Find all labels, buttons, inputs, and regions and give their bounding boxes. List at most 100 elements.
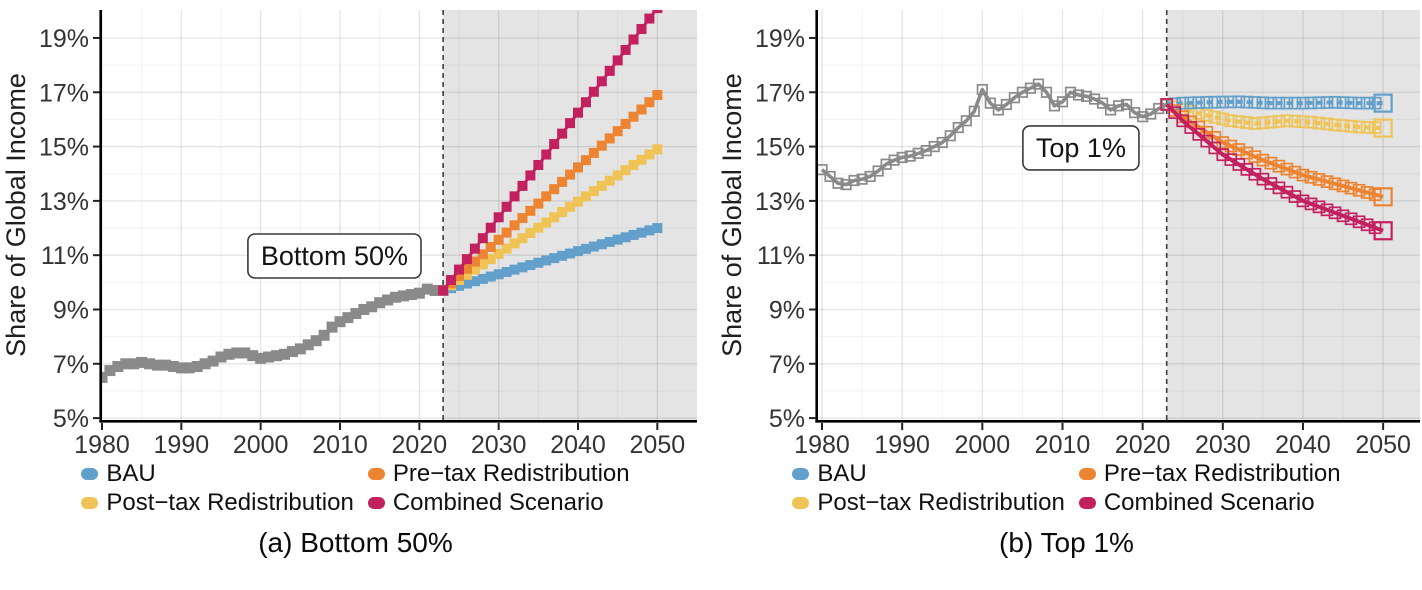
- series-marker: [533, 159, 544, 170]
- series-marker: [318, 329, 330, 341]
- series-marker: [509, 220, 520, 231]
- series-post-tax-redistribution: [1160, 98, 1393, 138]
- x-axis-tick-label: 2050: [630, 431, 686, 456]
- series-marker: [960, 115, 972, 127]
- series-marker: [517, 180, 528, 191]
- x-axis-tick-label: 1980: [74, 431, 130, 456]
- series-marker: [1032, 78, 1045, 90]
- series-marker: [620, 118, 631, 129]
- series-marker: [263, 351, 275, 363]
- series-combined-scenario: [1160, 98, 1393, 241]
- legend-label: Combined Scenario: [392, 488, 604, 516]
- legend-swatch: [792, 496, 810, 509]
- series-end-marker: [1373, 221, 1393, 241]
- series-marker: [509, 238, 520, 249]
- series-marker: [1121, 98, 1133, 111]
- series-marker: [644, 225, 655, 236]
- panel-top1: 5% 7% 9% 11% 13% 15% 17% 19% 1980 1990 2000 2010 202…: [717, 10, 1420, 456]
- series-marker: [1320, 203, 1334, 217]
- series-line: [1166, 102, 1384, 131]
- x-axis-tick-label: 2010: [1035, 431, 1091, 456]
- series-marker: [1264, 156, 1278, 170]
- annotation-text: Top 1%: [1036, 133, 1126, 163]
- series-marker: [485, 242, 496, 253]
- series-marker: [1208, 141, 1222, 155]
- series-marker: [573, 196, 583, 207]
- series-marker: [461, 263, 472, 274]
- series-marker: [167, 361, 179, 373]
- x-axis-tick-label: 1990: [874, 431, 930, 456]
- series-marker: [102, 371, 108, 383]
- series-marker: [1248, 117, 1262, 130]
- series-marker: [1232, 115, 1246, 129]
- series-combined-scenario: [438, 10, 663, 296]
- series-marker: [310, 335, 322, 347]
- series-marker: [580, 191, 591, 202]
- series-marker: [1280, 185, 1294, 199]
- series-marker: [1176, 114, 1190, 128]
- x-axis-tick-label: 2010: [312, 431, 368, 456]
- series-marker: [573, 162, 583, 173]
- series-marker: [247, 350, 259, 362]
- series-marker: [1328, 118, 1342, 132]
- series-marker: [1264, 177, 1278, 190]
- series-marker: [461, 269, 472, 280]
- series-marker: [604, 65, 615, 76]
- series-marker: [1320, 175, 1334, 188]
- panel-bottom50: 5% 7% 9% 11% 13% 15% 17% 19% 1980 1990 2000 2010 202…: [1, 10, 697, 456]
- series-marker: [636, 227, 647, 238]
- series-marker: [1200, 134, 1214, 148]
- series-line: [1165, 103, 1384, 233]
- series-marker: [413, 287, 425, 299]
- series-marker: [856, 173, 868, 185]
- series-marker: [1096, 97, 1109, 109]
- series-marker: [1224, 95, 1238, 109]
- series-marker: [493, 234, 504, 245]
- series-marker: [1200, 95, 1214, 109]
- x-axis-tick-label: 2030: [1195, 431, 1251, 456]
- y-axis-tick-label: 13%: [755, 188, 805, 216]
- plot-area: [102, 10, 663, 383]
- y-axis-tick-label: 17%: [39, 79, 89, 107]
- series-marker: [904, 150, 916, 162]
- series-marker: [469, 264, 480, 275]
- series-marker: [1168, 106, 1182, 119]
- series-marker: [525, 260, 536, 271]
- series-marker: [620, 44, 631, 55]
- series-marker: [326, 321, 338, 333]
- annotation-text: Bottom 50%: [261, 241, 408, 271]
- series-marker: [628, 34, 639, 45]
- series-marker: [501, 201, 512, 212]
- series-marker: [175, 362, 187, 374]
- series-marker: [454, 280, 464, 291]
- series-marker: [120, 358, 132, 370]
- legend-label: Combined Scenario: [1103, 488, 1315, 516]
- series-marker: [636, 154, 647, 165]
- x-axis-tick-label: 1990: [154, 431, 210, 456]
- y-axis-title: Share of Global Income: [1, 73, 31, 357]
- x-axis-tick-label: 1980: [794, 431, 850, 456]
- legend-label: Pre−tax Redistribution: [1103, 459, 1341, 487]
- legend-label: Post−tax Redistribution: [817, 488, 1065, 516]
- series-marker: [525, 227, 536, 238]
- legend-swatch: [792, 467, 810, 480]
- series-end-marker: [1373, 93, 1393, 113]
- series-marker: [429, 284, 441, 296]
- series-marker: [1336, 119, 1350, 132]
- series-marker: [565, 118, 576, 129]
- series-marker: [652, 223, 663, 234]
- series-marker: [652, 89, 663, 100]
- legend-swatch: [81, 496, 99, 509]
- series-marker: [848, 174, 860, 187]
- series-marker: [541, 255, 552, 266]
- y-axis-tick-label: 15%: [39, 134, 89, 162]
- series-marker: [1224, 114, 1238, 128]
- series-marker: [644, 97, 655, 108]
- series-marker: [533, 198, 544, 209]
- series-marker: [612, 234, 623, 245]
- series-marker: [604, 133, 615, 144]
- series-marker: [1336, 96, 1350, 109]
- legend-swatch: [367, 496, 385, 509]
- series-marker: [1040, 86, 1053, 98]
- x-axis-tick-label: 2040: [1275, 431, 1331, 456]
